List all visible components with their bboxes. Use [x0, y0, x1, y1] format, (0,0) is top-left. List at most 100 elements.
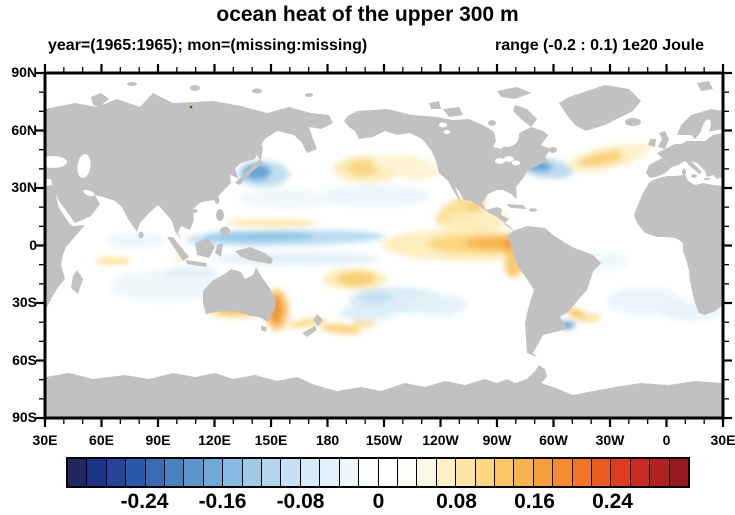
landmass-nz-north [313, 314, 323, 326]
colorbar-swatch [532, 459, 553, 486]
landmass-madagascar [71, 270, 83, 294]
x-tick-label-150e: 150E [254, 432, 288, 448]
y-tick-label-90n: 90N [11, 64, 37, 80]
baltic-sea [701, 119, 711, 137]
colorbar-swatch [86, 459, 106, 486]
colorbar-swatch [455, 459, 475, 486]
colorbar-swatch [125, 459, 145, 486]
x-tick-label-30w: 30W [595, 432, 625, 448]
anomaly-east-of-new-zealand warm streak 2 [351, 320, 375, 328]
map-frame [43, 71, 725, 420]
colorbar-swatch [261, 459, 281, 486]
colorbar-swatch [571, 459, 591, 486]
landmass-south-america [507, 226, 601, 357]
anomaly-southeast-pacific cool tint [407, 294, 467, 316]
black-sea [39, 156, 67, 168]
landmass-ellesmere [497, 87, 531, 99]
colorbar-swatch [493, 459, 514, 486]
landmass-nz-south [302, 326, 317, 337]
great-lake-2 [504, 156, 514, 162]
data-artifact-dot [189, 105, 193, 109]
landmass-australia [203, 267, 276, 322]
landmass-antarctica [45, 365, 723, 418]
y-tick-label-90s: 90S [12, 409, 37, 425]
anomaly-east-of-new-zealand warm streak [321, 324, 361, 334]
landmass-baffin [513, 105, 537, 127]
x-tick-label-30e: 30E [32, 432, 58, 448]
y-tick-label-30n: 30N [11, 179, 37, 195]
landmass-britain [658, 131, 669, 149]
landmass-sicily [691, 174, 697, 178]
colorbar-swatch [164, 459, 184, 486]
landmass-new-guinea [235, 247, 273, 264]
x-tick-label-30e2: 30E [710, 432, 735, 448]
landmass-hainan [192, 209, 198, 213]
x-tick-label-90w: 90W [482, 432, 512, 448]
landmass-eurasia [45, 93, 333, 241]
colorbar-swatch [105, 459, 126, 486]
colorbar-swatch [144, 459, 165, 486]
landmass-iceland [625, 118, 641, 126]
x-tick-label-60e: 60E [89, 432, 114, 448]
landmass-ireland [648, 139, 656, 147]
anomaly-argentina-coast warm arm [580, 313, 602, 323]
landmass-banks-island [429, 101, 441, 109]
colorbar-label-neg024: -0.24 [120, 490, 169, 513]
landmass-novaya-zemlya [91, 93, 109, 107]
landmass-europe [646, 133, 723, 179]
landmass-sulawesi [215, 243, 223, 257]
x-tick-label-90e: 90E [145, 432, 171, 448]
map-ticks [36, 64, 732, 427]
anomaly-california-baja warm tint [395, 160, 439, 180]
landmass-greenland [559, 85, 641, 131]
landmass-java [186, 260, 207, 267]
colorbar-swatch [435, 459, 456, 486]
landmass-africa-east [45, 185, 85, 309]
colorbar-swatch [552, 459, 572, 486]
anomaly-southwest-pacific cool tint [339, 305, 395, 321]
colorbar-label-008: 0.08 [436, 490, 477, 513]
x-tick-label-0: 0 [662, 432, 671, 448]
persian-gulf [83, 189, 95, 197]
subtitle-right: range (-0.2 : 0.1) 1e20 Joule [495, 37, 704, 54]
anomaly-northeast-pacific cool tint [320, 185, 430, 207]
great-slave-lake [443, 130, 451, 134]
colorbar-swatch [416, 459, 436, 486]
anomaly-west-pacific-10N warm band [227, 219, 319, 227]
anomaly-northwest-pacific cool tint [240, 189, 330, 209]
x-tick-label-120w: 120W [422, 432, 459, 448]
colorbar-swatch [222, 459, 242, 486]
landmass-sumatra [167, 237, 189, 261]
landmass-mindanao [220, 226, 230, 236]
landmass-luzon [216, 209, 224, 221]
hudson-bay [495, 125, 519, 147]
colorbar-swatch [241, 459, 262, 486]
landmass-north-america [344, 109, 551, 232]
anomaly-south-equatorial-pacific cool band [212, 253, 382, 265]
colorbar-swatch [629, 459, 650, 486]
colorbar-swatch [338, 459, 359, 486]
landmass-scandinavia [677, 109, 723, 139]
x-tick-label-60w: 60W [539, 432, 568, 448]
colorbar-swatch [649, 459, 669, 486]
landmass-sakhalin [257, 143, 263, 160]
x-tick-label-180: 180 [315, 432, 340, 448]
landmass-sri-lanka [138, 231, 144, 239]
anomaly-equatorial-west-pacific cool core [203, 231, 313, 241]
colorbar-label-neg008: -0.08 [276, 490, 325, 513]
colorbar-swatch [202, 459, 223, 486]
colorbar [66, 457, 690, 488]
inland-water-layer [39, 119, 711, 197]
anomaly-layer [95, 142, 720, 334]
landmass-newfoundland [549, 147, 557, 153]
colorbar-label-zero: 0 [372, 490, 385, 513]
world-map [36, 64, 732, 427]
colorbar-swatch [319, 459, 339, 486]
plot-title: ocean heat of the upper 300 m [216, 3, 519, 26]
great-lake-1 [495, 158, 505, 164]
landmass-victoria-island [443, 107, 463, 117]
anomaly-northeast-atlantic warm tail [619, 142, 655, 158]
anomaly-east-pacific-ITCZ warm tint [443, 209, 507, 235]
anomaly-equatorial-indian cool tint [105, 233, 165, 249]
